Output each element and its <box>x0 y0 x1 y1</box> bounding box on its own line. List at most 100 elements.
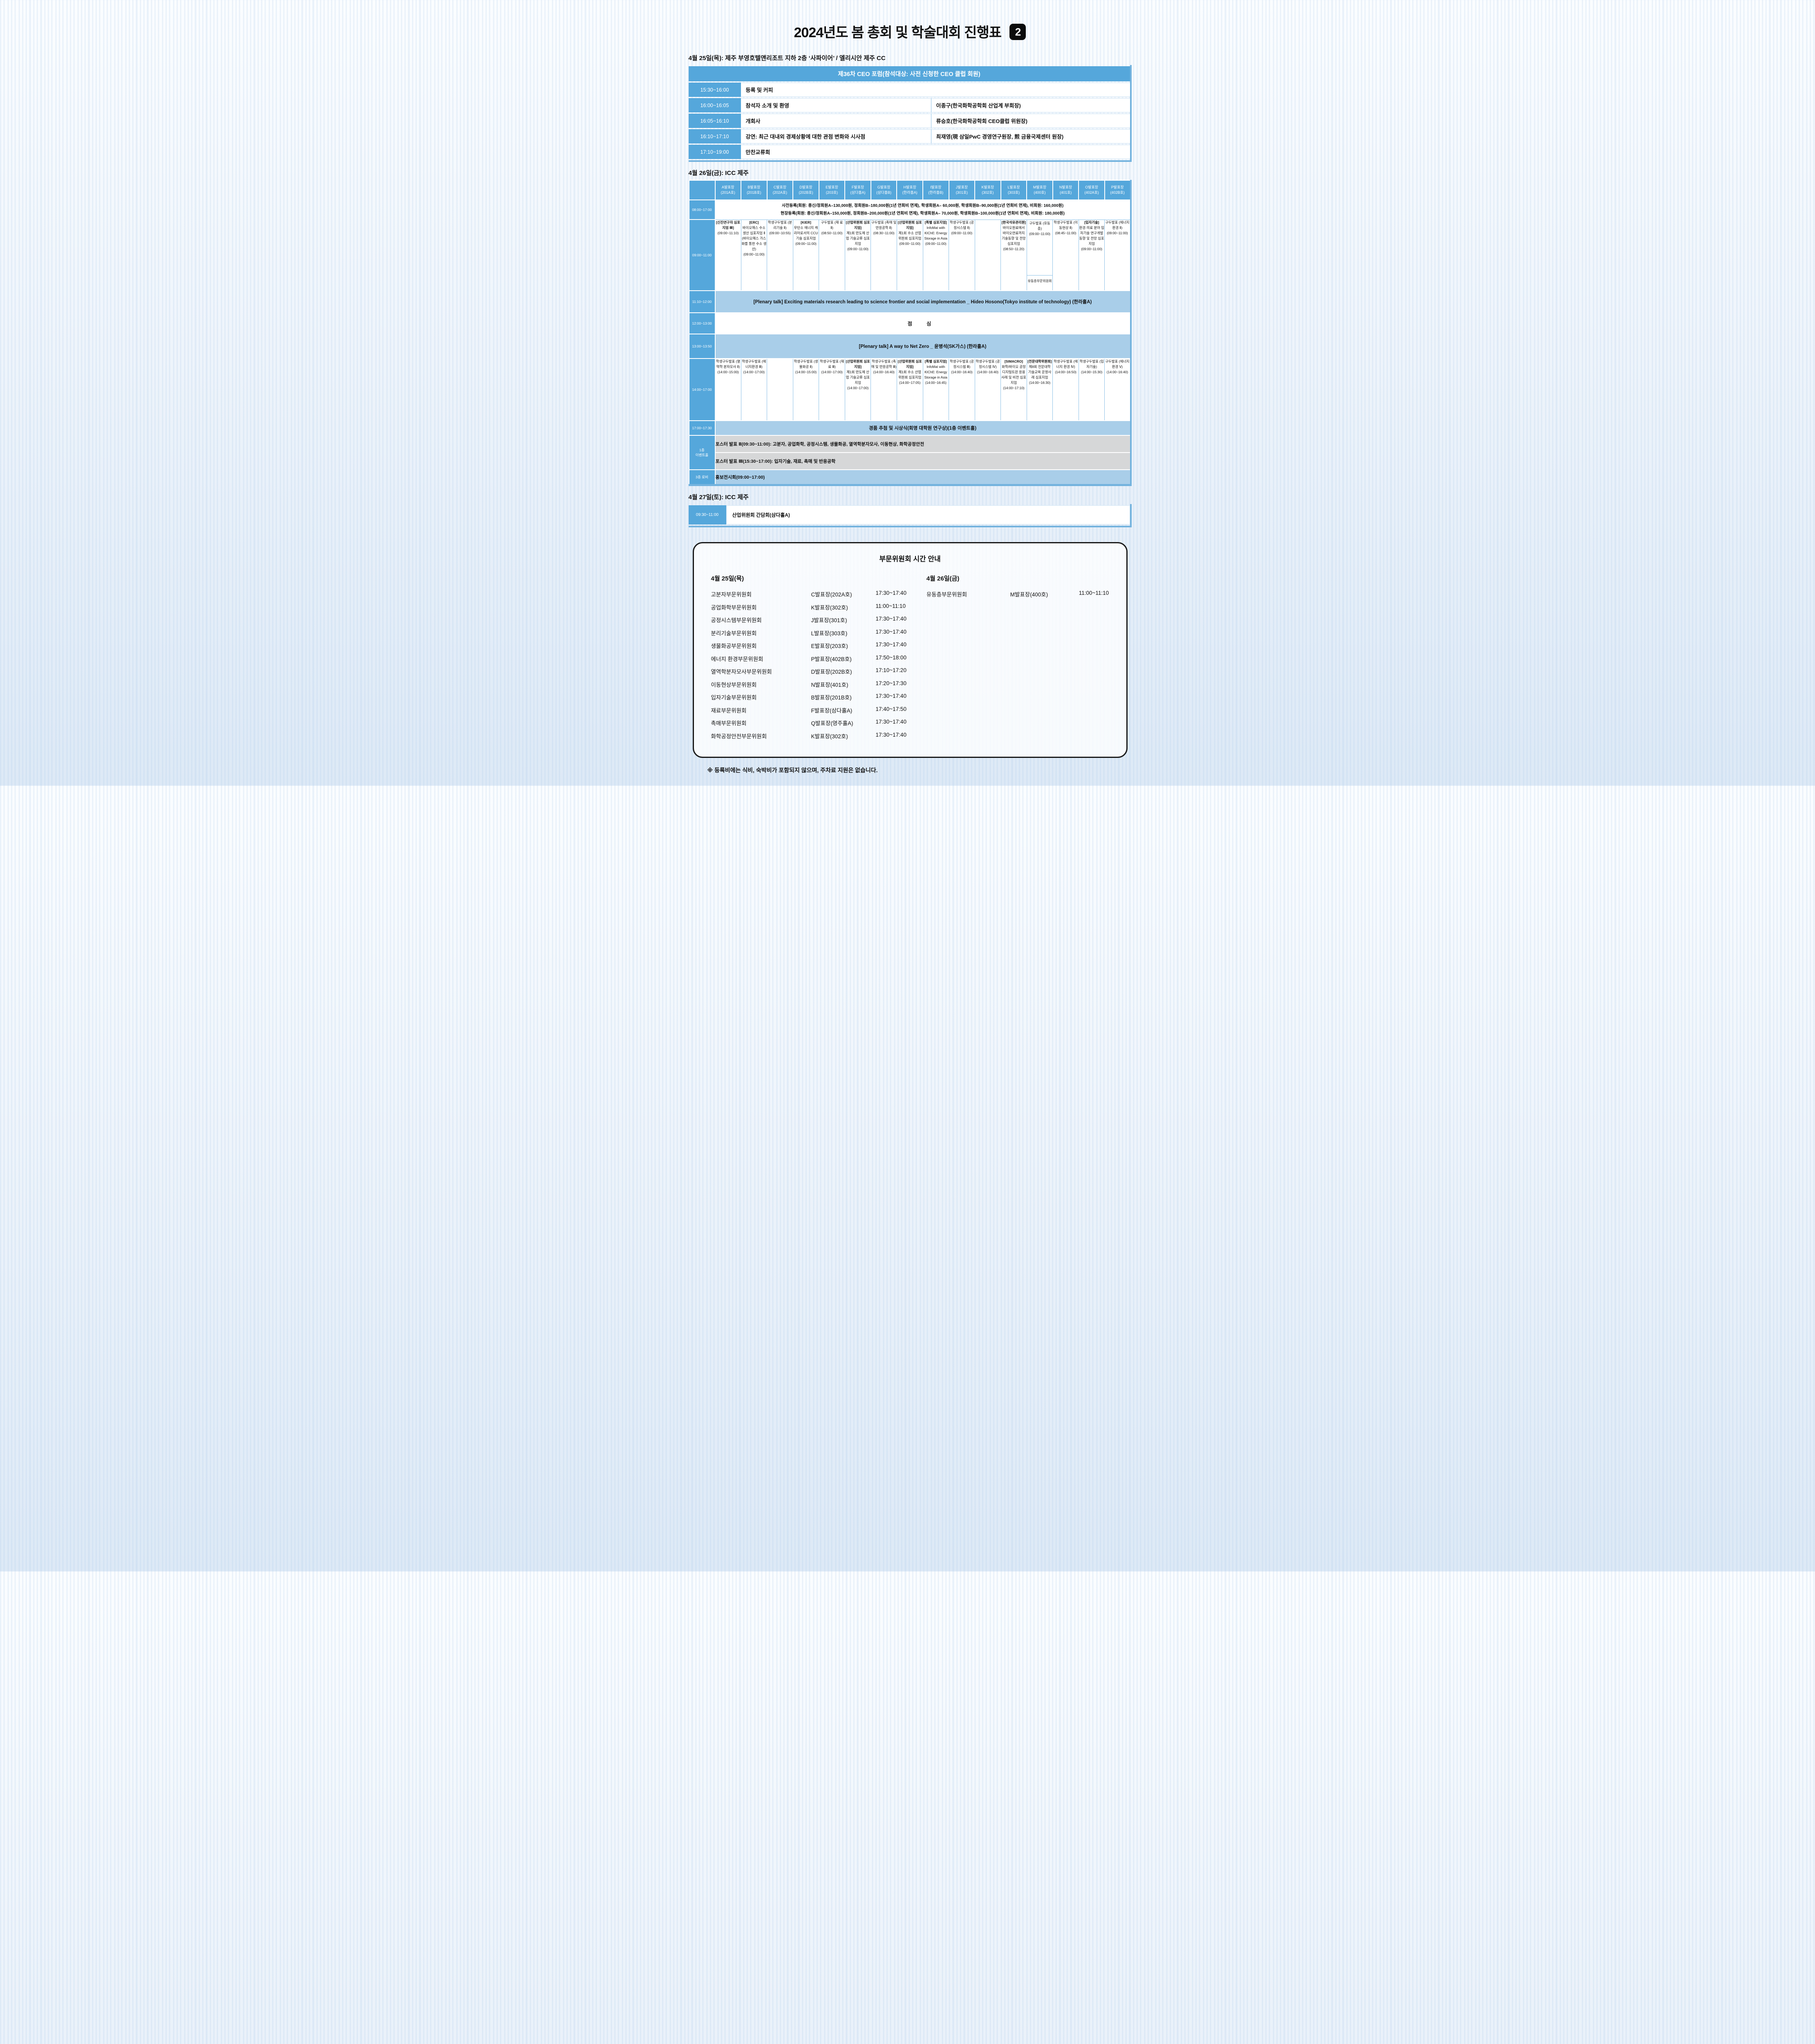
committee-row: 재료부문위원회 F발표장(삼다홀A) 17:40~17:50 <box>711 706 927 714</box>
session-title: 학생구두발표 (분리기술 Ⅱ) <box>768 220 792 230</box>
committee-room: E발표장(203호) <box>811 643 848 649</box>
session-title-tag: [산업위원회 심포지엄] <box>846 220 870 230</box>
session-main: 구두발표 (유동층) (09:00~11:00) <box>1027 220 1053 276</box>
session-title-tag: [ERC] <box>749 220 759 224</box>
session-time: (14:00~17:00) <box>847 386 869 390</box>
committee-room: B발표장(201B호) <box>811 695 852 701</box>
room-name: O발표장 <box>1085 185 1099 189</box>
committee-name: 공정시스템부문위원회 <box>711 617 762 623</box>
room-header-H: H발표장 (한라홀A) <box>896 180 923 200</box>
session-cell-G-afternoon: 학생구두발표 (촉매 및 반응공학 Ⅲ) (14:00~16:40) <box>871 358 897 421</box>
session-time: (14:00~15:00) <box>717 370 739 374</box>
session-title: 학생구두발표 (입자기술) <box>1079 359 1104 369</box>
session-time: (09:00~11:00) <box>925 241 947 246</box>
session-title-tag: [KIER] <box>801 220 811 224</box>
ceo-row-speaker: 이종구(한국화학공학회 산업계 부회장) <box>931 98 1130 112</box>
ceo-forum-row: 16:10~17:10 강연: 최근 대내외 경제상황에 대한 관점 변화와 시사… <box>688 129 1130 143</box>
committee-row: 촉매부문위원회 Q발표장(영주홀A) 17:30~17:40 <box>711 719 927 727</box>
ceo-row-speaker: 최재영(現 삼일PwC 경영연구원장, 煎 금융국제센터 원장) <box>931 129 1130 143</box>
session-cell-K-morning <box>974 219 1001 291</box>
ceo-row-time: 16:00~16:05 <box>688 98 741 112</box>
ceo-forum-header-row: 제36차 CEO 포럼(참석대상: 사전 신청한 CEO 클럽 회원) <box>688 66 1130 81</box>
committee-room: L발표장(303호) <box>811 630 848 637</box>
poster3-row: 포스터 발표 Ⅲ(15:30~17:00): 입자기술, 재료, 촉매 및 반응… <box>689 452 1131 470</box>
session-cell-split: 구두발표 (유동층) (09:00~11:00) 유동층부문위원회 <box>1027 220 1053 288</box>
day3-time: 09:30~11:00 <box>688 505 726 524</box>
room-header-O: O발표장 (402A호) <box>1078 180 1105 200</box>
committee-times-box: 부문위원회 시간 안내 4월 25일(목) 고분자부문위원회 C발표장(202A호… <box>692 542 1128 758</box>
session-time: (14:00~15:00) <box>795 370 817 374</box>
session-cell-H-afternoon: [산업위원회 심포지엄] 제1회 수소 산업위원회 심포지엄 (14:00~17:0… <box>896 358 923 421</box>
committee-name: 열역학분자모사부문위원회 <box>711 669 772 675</box>
committee-time: 17:30~17:40 <box>875 616 906 622</box>
session-title-tag: [SIMACRO] <box>1004 359 1023 363</box>
session-cell-I-afternoon: [특별 심포지엄] InfoMat with KIChE: Energy Stor… <box>922 358 949 421</box>
day3-event: 산업위원회 간담회(삼다홀A) <box>726 505 1130 524</box>
session-title: 학생구두발표 (열역학 분자모사 Ⅱ) <box>716 359 741 369</box>
event-hall-label-line1: 1층 <box>699 448 705 452</box>
committee-row: 유동층부문위원회 M발표장(400호) 11:00~11:10 <box>927 590 1109 598</box>
session-cell-C-morning: 학생구두발표 (분리기술 Ⅱ) (09:00~10:55) <box>767 219 793 291</box>
session-time: (14:00~16:50) <box>1055 370 1076 374</box>
session-time: (14:00~16:45) <box>925 381 947 385</box>
room-header-F: F발표장 (삼다홀A) <box>844 180 871 200</box>
committee-time: 11:00~11:10 <box>1079 590 1109 596</box>
raffle-row: 17:00~17:30 경품 추첨 및 시상식(회명 대학원 연구상)(1층 이… <box>688 420 1131 436</box>
committee-name: 화학공정안전부문위원회 <box>711 733 767 740</box>
session-time: (09:00~11:00) <box>1029 231 1050 236</box>
session-time: (09:00~11:00) <box>743 252 765 256</box>
session-cell-E-afternoon: 학생구두발표 (재 료 Ⅲ) (14:00~17:00) <box>819 358 845 421</box>
session-title: 제1회 수소 산업위원회 심포지엄 <box>898 370 922 380</box>
lunch-text: 점 심 <box>715 312 1131 334</box>
room-location: (한라홀A) <box>902 191 918 195</box>
day2-schedule-grid: A발표장 (201A호) B발표장 (201B호) C발표장 (202A호) D발표장 (20… <box>688 180 1132 486</box>
committee-room: M발표장(400호) <box>1010 592 1048 598</box>
footnote: ※ 등록비에는 식비, 숙박비가 포함되지 않으며, 주차료 지원은 없습니다. <box>707 767 878 773</box>
ceo-forum-table: 제36차 CEO 포럼(참석대상: 사전 신청한 CEO 클럽 회원) 15:3… <box>688 65 1132 162</box>
session-title: 학생구두발표 (이동현상 Ⅱ) <box>1054 220 1078 230</box>
committee-day1-heading: 4월 25일(목) <box>711 575 744 582</box>
committee-subcell: 유동층부문위원회 <box>1027 279 1052 283</box>
raffle-text: 경품 추첨 및 시상식(회명 대학원 연구상)(1층 이벤트홀) <box>714 420 1131 436</box>
committee-time: 17:40~17:50 <box>875 706 906 712</box>
committee-row: 생물화공부문위원회 E발표장(203호) 17:30~17:40 <box>711 641 927 650</box>
ceo-forum-row: 15:30~16:00 등록 및 커피 <box>688 83 1130 97</box>
session-title: 바이오원료에서 바이오연료까지 기술동향 및 전망 심포지엄 <box>1002 225 1026 246</box>
session-time: (08:30~11:00) <box>873 231 895 235</box>
session-title: 무탄소 에너지 캐리어로서의 CCU 기술 심포지엄 <box>794 225 818 240</box>
morning-sessions-row: 09:00~11:00 [신진연구자 심포지엄 Ⅲ] (09:00~11:10) [E… <box>688 219 1131 291</box>
room-header-J: J발표장 (301호) <box>948 180 976 200</box>
room-name: B발표장 <box>747 185 761 189</box>
room-location: (삼다홀A) <box>850 191 866 195</box>
registration-line1: 사전등록(회원: 종신/정회원A–130,000원, 정회원B–180,000원… <box>781 204 1064 208</box>
session-cell-K-afternoon: 학생구두발표 (공정시스템 Ⅳ) (14:00~16:40) <box>974 358 1001 421</box>
committee-row: 고분자부문위원회 C발표장(202A호) 17:30~17:40 <box>711 590 927 598</box>
session-title: 학생구두발표 (에너지 환경 Ⅳ) <box>1054 359 1078 369</box>
committee-room: Q발표장(영주홀A) <box>811 720 853 726</box>
committee-room: K발표장(302호) <box>811 604 848 611</box>
room-location: (303호) <box>1007 191 1020 195</box>
session-title: InfoMat with KIChE: Energy Storage in As… <box>924 225 947 240</box>
session-cell-M-afternoon: [전문대학위원회] 제8회 전문대학 기술교육 운영사례 심포지엄 (14:00~1… <box>1026 358 1053 421</box>
committee-name: 유동층부문위원회 <box>926 592 967 598</box>
session-title: 구두발표 (에너지 환경 Ⅴ) <box>1105 359 1130 369</box>
session-title-tag: [산업위원회 심포지엄] <box>897 359 922 369</box>
session-cell-J-afternoon: 학생구두발표 (공정시스템 Ⅲ) (14:00~16:40) <box>949 358 975 421</box>
session-title-tag: [전문대학위원회] <box>1027 359 1052 363</box>
committee-row: 공정시스템부문위원회 J발표장(301호) 17:30~17:40 <box>711 616 927 624</box>
program-page: 2024년도 봄 총회 및 학술대회 진행표 2 4월 25일(목): 제주 부… <box>666 0 1150 786</box>
session-cell-L-afternoon: [SIMACRO] 화학/바이오 공정디지털트윈 응용사례 및 비전 심포지엄 (1… <box>1000 358 1027 421</box>
room-location: (202B호) <box>799 191 813 195</box>
session-title-tag: [산업위원회 심포지엄] <box>897 220 922 230</box>
committee-day1-list: 고분자부문위원회 C발표장(202A호) 17:30~17:40 공업화학부문위원회 K… <box>711 590 927 740</box>
plenary1-time: 11:10~12:00 <box>688 290 716 313</box>
session-time: (09:00~11:00) <box>847 247 868 251</box>
committee-room: K발표장(302호) <box>811 733 848 740</box>
session-title: 학생구두발표 (에너지환경 Ⅲ) <box>742 359 766 369</box>
session-title: 화학/바이오 공정디지털트윈 응용사례 및 비전 심포지엄 <box>1001 365 1026 385</box>
raffle-time: 17:00~17:30 <box>688 420 716 436</box>
committee-row: 분리기술부문위원회 L발표장(303호) 17:30~17:40 <box>711 629 927 637</box>
session-cell-A-afternoon: 학생구두발표 (열역학 분자모사 Ⅱ) (14:00~15:00) <box>715 358 741 421</box>
room-location: (201B호) <box>747 191 761 195</box>
session-time: (09:00~11:00) <box>795 241 817 246</box>
